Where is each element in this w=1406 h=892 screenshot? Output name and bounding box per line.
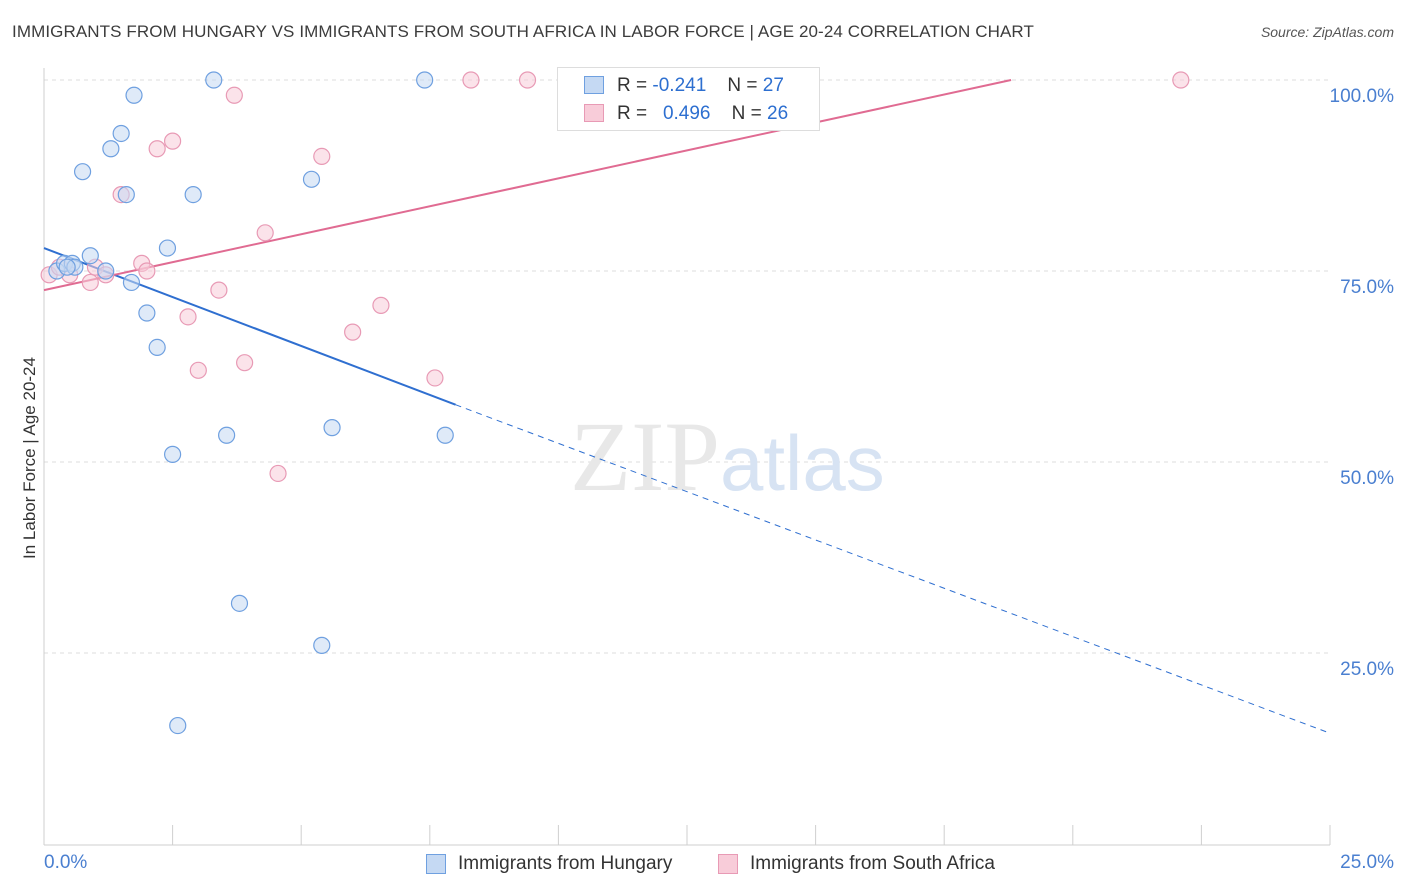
point-hungary xyxy=(205,71,223,89)
point-south-africa xyxy=(313,147,331,165)
point-hungary xyxy=(97,262,115,280)
point-south-africa xyxy=(225,86,243,104)
point-hungary xyxy=(416,71,434,89)
point-south-africa xyxy=(426,369,444,387)
point-south-africa xyxy=(462,71,480,89)
bottom-legend-swatch-south-africa xyxy=(718,854,738,874)
point-south-africa xyxy=(236,354,254,372)
point-hungary xyxy=(73,163,92,181)
y-tick-label: 50.0% xyxy=(1340,468,1394,489)
point-south-africa xyxy=(256,224,274,242)
y-tick-label: 25.0% xyxy=(1340,659,1394,680)
legend-r-label: R = xyxy=(617,103,648,124)
point-hungary xyxy=(122,273,141,292)
bottom-legend-label-south-africa: Immigrants from South Africa xyxy=(750,853,995,874)
legend-swatch-hungary xyxy=(584,76,604,94)
point-hungary xyxy=(323,419,341,437)
point-hungary xyxy=(148,338,166,356)
watermark-zip: ZIP xyxy=(570,401,720,512)
bottom-legend-label-hungary: Immigrants from Hungary xyxy=(458,853,673,874)
stats-legend: R = -0.241 N = 27 R = 0.496 N = 26 xyxy=(557,67,820,131)
source-label: Source: ZipAtlas.com xyxy=(1260,24,1394,40)
point-hungary xyxy=(58,258,76,276)
x-tick-label-max: 25.0% xyxy=(1340,852,1394,873)
legend-r-value-hungary: -0.241 xyxy=(652,75,707,96)
legend-n-value-hungary: 27 xyxy=(762,75,784,96)
legend-r-value-south-africa: 0.496 xyxy=(662,103,711,124)
point-hungary xyxy=(169,716,187,735)
point-south-africa xyxy=(269,464,287,483)
point-south-africa xyxy=(518,71,537,89)
point-south-africa xyxy=(189,361,207,379)
point-hungary xyxy=(230,594,249,612)
legend-n-label: N = xyxy=(731,103,762,124)
point-south-africa xyxy=(372,296,390,314)
point-hungary xyxy=(102,140,120,158)
axes xyxy=(43,68,1331,846)
point-hungary xyxy=(158,239,177,257)
y-tick-label: 100.0% xyxy=(1329,86,1394,107)
watermark-atlas: atlas xyxy=(720,419,885,507)
trend-line-hungary-extension xyxy=(455,404,1331,734)
legend-swatch-south-africa xyxy=(584,104,604,122)
point-hungary xyxy=(138,304,156,322)
y-tick-label: 75.0% xyxy=(1340,277,1394,298)
chart-title: IMMIGRANTS FROM HUNGARY VS IMMIGRANTS FR… xyxy=(12,22,1034,41)
data-points xyxy=(40,71,1190,735)
point-hungary xyxy=(112,124,130,143)
point-hungary xyxy=(436,426,454,444)
point-hungary xyxy=(117,186,135,204)
point-hungary xyxy=(218,426,236,444)
x-tick-label-min: 0.0% xyxy=(44,852,88,873)
grid-lines xyxy=(44,79,1330,654)
point-south-africa xyxy=(81,273,99,292)
point-hungary xyxy=(81,247,99,265)
legend-r-label: R = xyxy=(617,75,648,96)
point-south-africa xyxy=(210,281,228,299)
point-hungary xyxy=(302,170,321,188)
point-hungary xyxy=(125,86,143,104)
point-south-africa xyxy=(148,140,166,158)
point-hungary xyxy=(164,445,182,463)
legend-n-label: N = xyxy=(727,75,758,96)
point-hungary xyxy=(184,186,202,204)
y-axis-label: In Labor Force | Age 20-24 xyxy=(20,357,39,559)
point-south-africa xyxy=(138,262,156,280)
point-south-africa xyxy=(164,132,182,150)
point-south-africa xyxy=(1172,71,1190,89)
legend-n-value-south-africa: 26 xyxy=(767,103,789,124)
point-south-africa xyxy=(344,323,362,341)
point-hungary xyxy=(313,636,331,654)
trend-line-south-africa xyxy=(43,79,1012,292)
point-south-africa xyxy=(179,308,197,326)
bottom-legend-swatch-hungary xyxy=(426,854,446,874)
